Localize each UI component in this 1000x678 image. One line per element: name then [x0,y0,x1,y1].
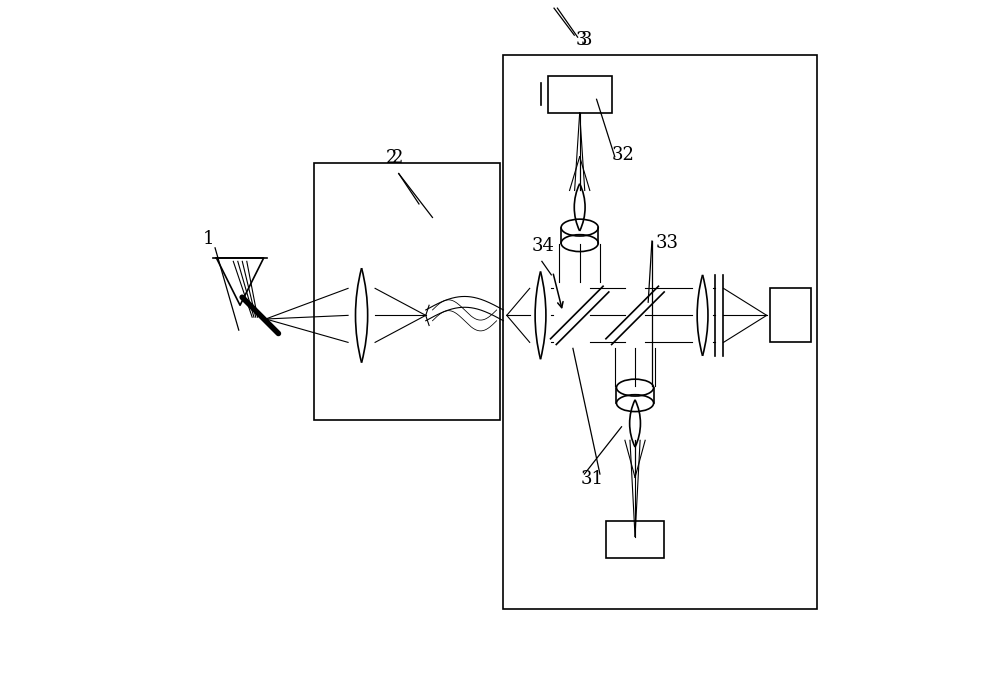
Bar [314,163,500,420]
Text: 31: 31 [581,470,604,488]
Text: 33: 33 [655,234,678,252]
Text: 1: 1 [203,231,214,248]
Text: 2: 2 [386,149,398,167]
Bar [548,76,612,113]
Text: 2: 2 [392,149,403,167]
Bar [770,288,811,342]
Text: 3: 3 [581,31,593,49]
Bar [503,56,817,609]
Text: 32: 32 [611,146,634,164]
Text: 3: 3 [575,31,587,49]
Bar [606,521,664,559]
Text: 34: 34 [532,237,555,255]
